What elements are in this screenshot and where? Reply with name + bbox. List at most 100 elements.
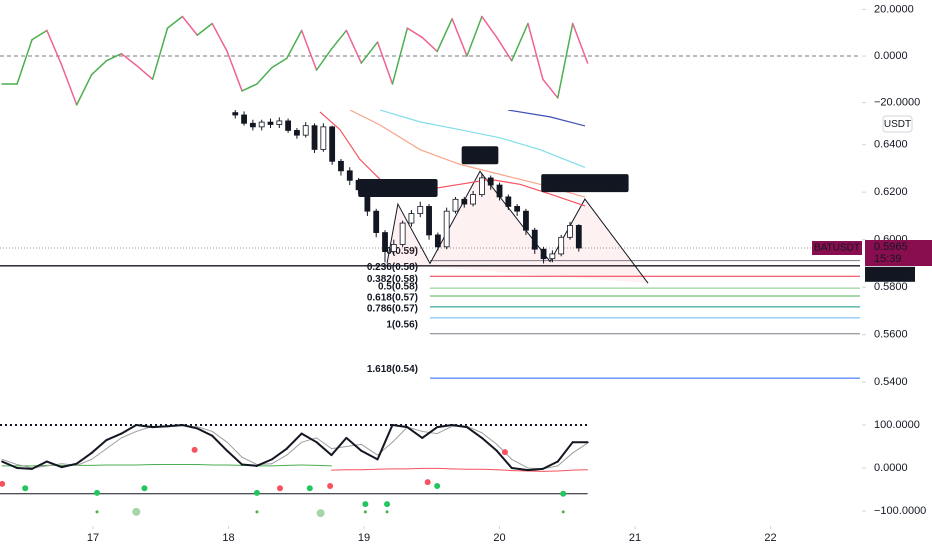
series-segment <box>360 443 379 456</box>
annotation-label: Right Shoulder <box>545 175 624 189</box>
series-segment <box>106 437 122 450</box>
series-segment <box>166 423 184 428</box>
signal-dot <box>95 510 99 514</box>
series-segment <box>16 39 33 85</box>
signal-dot <box>327 483 334 490</box>
series-segment <box>46 29 63 67</box>
candle-body <box>549 253 556 260</box>
annotation-box <box>541 174 629 193</box>
candle-body <box>267 121 274 125</box>
fib-label: 0.618(0.57) <box>367 293 418 304</box>
series-segment <box>571 22 589 64</box>
series-segment <box>256 66 273 85</box>
symbol-tag <box>812 240 862 255</box>
series-segment <box>451 18 468 57</box>
signal-dot <box>141 485 148 492</box>
candle-body <box>390 244 397 252</box>
pattern-fill <box>387 171 649 284</box>
x-tick-label: 21 <box>629 532 641 544</box>
series-segment <box>105 52 123 62</box>
series-segment <box>466 425 483 434</box>
series-segment <box>315 48 333 71</box>
series-segment <box>1 460 19 469</box>
series-segment <box>255 458 273 467</box>
series-segment <box>391 423 409 429</box>
series-segment <box>120 430 137 439</box>
series-segment <box>30 460 48 470</box>
candle-body <box>311 125 318 150</box>
signal-dot <box>384 501 391 508</box>
symbol-label: BATUSDT <box>814 243 860 254</box>
candle-body <box>558 236 565 255</box>
candle-body <box>523 210 529 231</box>
candle-body <box>249 122 256 128</box>
series-segment <box>300 432 318 444</box>
candle-body <box>373 210 380 233</box>
x-tick-label: 20 <box>493 532 505 544</box>
fib-label: 0.382(0.58) <box>367 274 418 285</box>
y-tick-label: 0.0000 <box>874 50 908 62</box>
series-segment <box>181 15 199 36</box>
series-segment <box>466 15 483 57</box>
series-segment <box>226 449 244 466</box>
annotation-label: Left Shoulder <box>362 180 433 194</box>
pane <box>0 423 589 518</box>
signal-dot <box>561 510 565 514</box>
signal-dot <box>22 485 29 492</box>
series-segment <box>135 423 154 429</box>
y-tick-label: −20.0000 <box>874 96 920 108</box>
candle-body <box>285 120 292 131</box>
candle-body <box>232 112 239 116</box>
series-segment <box>16 466 33 470</box>
series-segment <box>271 454 288 465</box>
candle-body <box>531 229 538 250</box>
series-segment <box>151 425 169 429</box>
series-segment <box>526 467 544 472</box>
series-segment <box>541 460 559 470</box>
candle-body <box>487 177 494 186</box>
last-price-label: 0.5965 <box>874 241 908 253</box>
signal-dot <box>306 485 313 492</box>
series-segment <box>75 73 93 106</box>
candle-body <box>294 130 300 136</box>
y-tick-label: 0.5600 <box>874 329 908 341</box>
signal-dot <box>191 446 198 453</box>
series-segment <box>1 458 18 466</box>
signal-dot <box>316 509 325 518</box>
series-segment <box>120 52 138 67</box>
series-segment <box>196 22 213 36</box>
series-segment <box>496 469 513 472</box>
signal-dot <box>132 507 141 516</box>
moving-average <box>507 110 586 127</box>
series-segment <box>480 436 498 452</box>
annotation-label: Head <box>466 147 495 161</box>
y-tick-label: 0.0000 <box>874 462 908 474</box>
y-tick-label: 0.5800 <box>874 281 908 293</box>
series-segment <box>436 425 453 435</box>
candle-body <box>479 177 485 195</box>
series-segment <box>481 15 498 39</box>
signal-dot <box>255 510 259 514</box>
candle-body <box>320 126 327 150</box>
series-segment <box>76 458 93 466</box>
series-segment <box>181 423 199 430</box>
series-segment <box>496 36 513 62</box>
series-segment <box>436 18 453 53</box>
x-tick-label: 17 <box>87 532 99 544</box>
series-segment <box>226 441 243 458</box>
candle-body <box>302 125 309 136</box>
level-price-tag <box>865 266 915 282</box>
series-segment <box>271 57 288 69</box>
badge-box <box>882 115 913 133</box>
series-segment <box>211 430 228 443</box>
y-tick-label: 100.0000 <box>874 419 920 431</box>
y-tick-label: 0.5400 <box>874 376 908 388</box>
candle-body <box>329 126 336 162</box>
series-segment <box>211 22 228 53</box>
price-axis: 100.0000 0.0000 −100.0000 <box>862 419 926 517</box>
signal-dot <box>501 449 508 456</box>
candle-body <box>276 120 283 125</box>
series-segment <box>557 22 574 99</box>
candle-body <box>514 206 521 212</box>
currency-badge: USDT <box>882 115 913 133</box>
